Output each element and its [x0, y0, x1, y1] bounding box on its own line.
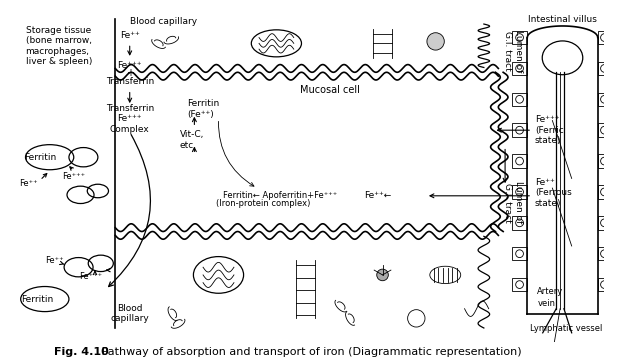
Text: Intestinal villus: Intestinal villus	[527, 15, 597, 24]
Text: Ferritin← Apoferritin+Fe⁺⁺⁺: Ferritin← Apoferritin+Fe⁺⁺⁺	[223, 191, 338, 200]
Text: Vit-C,
etc.: Vit-C, etc.	[180, 130, 204, 150]
Bar	[598, 185, 612, 199]
Bar	[512, 62, 527, 75]
Text: Fe⁺⁺: Fe⁺⁺	[19, 179, 37, 188]
Text: Ferritin: Ferritin	[24, 153, 56, 162]
Bar	[512, 93, 527, 106]
Text: Lymphatic vessel: Lymphatic vessel	[530, 324, 603, 333]
Text: Blood capillary: Blood capillary	[130, 17, 197, 26]
Text: Fig. 4.10: Fig. 4.10	[54, 347, 109, 357]
Text: Fe⁺⁺⁺: Fe⁺⁺⁺	[80, 272, 103, 281]
Text: Fe⁺⁺: Fe⁺⁺	[45, 256, 64, 265]
Bar	[598, 216, 612, 230]
Bar	[512, 185, 527, 199]
Text: Mucosal cell: Mucosal cell	[300, 85, 359, 94]
Text: Artery: Artery	[537, 287, 563, 296]
Bar	[512, 247, 527, 260]
Text: Ferritin
(Fe⁺⁺): Ferritin (Fe⁺⁺)	[188, 99, 220, 119]
Text: Ferritin: Ferritin	[21, 295, 53, 304]
Circle shape	[377, 269, 388, 281]
Text: Fe⁺⁺⁺: Fe⁺⁺⁺	[62, 172, 85, 181]
Bar	[598, 62, 612, 75]
Bar	[512, 31, 527, 44]
Bar	[512, 123, 527, 137]
Text: Transferrin: Transferrin	[105, 77, 154, 87]
Bar	[598, 93, 612, 106]
Text: Pathway of absorption and transport of iron (Diagrammatic representation): Pathway of absorption and transport of i…	[91, 347, 522, 357]
Text: Fe⁺⁺: Fe⁺⁺	[120, 31, 140, 40]
Text: (Iron-protein complex): (Iron-protein complex)	[216, 199, 310, 208]
Text: Lumen of
G.I. tract: Lumen of G.I. tract	[503, 30, 522, 72]
Text: Storage tissue
(bone marrow,
macrophages,
liver & spleen): Storage tissue (bone marrow, macrophages…	[26, 26, 92, 66]
Text: Transferrin
Fe⁺⁺⁺
Complex: Transferrin Fe⁺⁺⁺ Complex	[105, 104, 154, 134]
Text: +: +	[125, 68, 134, 78]
Bar	[598, 247, 612, 260]
Text: Fe⁺⁺←: Fe⁺⁺←	[364, 191, 391, 200]
Bar	[598, 278, 612, 291]
Bar	[512, 154, 527, 168]
Bar	[512, 278, 527, 291]
Bar	[512, 216, 527, 230]
Text: Fe⁺⁺⁺: Fe⁺⁺⁺	[117, 61, 142, 70]
FancyArrowPatch shape	[109, 135, 150, 287]
FancyArrowPatch shape	[218, 121, 254, 186]
Text: Fe⁺⁺
(Ferrous
state): Fe⁺⁺ (Ferrous state)	[535, 178, 572, 208]
Bar	[598, 154, 612, 168]
Text: Fe⁺⁺⁺
(Ferric
state): Fe⁺⁺⁺ (Ferric state)	[535, 115, 563, 145]
Circle shape	[427, 33, 444, 50]
Text: Lumen of
G.I. tract: Lumen of G.I. tract	[503, 181, 522, 224]
Bar	[598, 123, 612, 137]
Text: Blood
capillary: Blood capillary	[110, 304, 149, 323]
Bar	[598, 31, 612, 44]
Text: vein: vein	[538, 299, 556, 308]
